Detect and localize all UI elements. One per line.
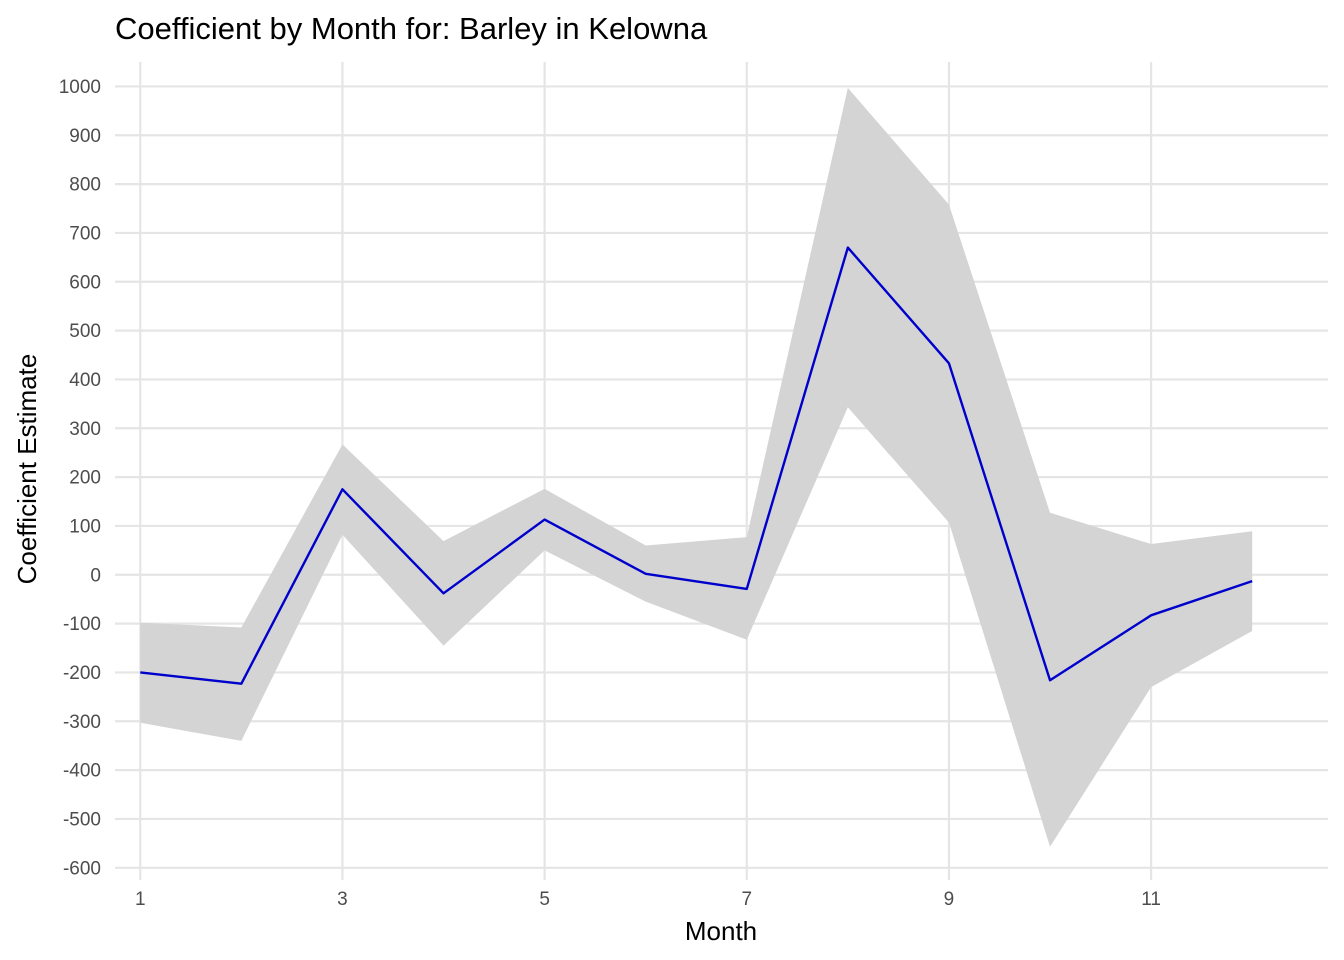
data-point-month-11 (1150, 614, 1152, 616)
y-axis-tick-labels: -600 -500 -400 -300 -200 -100 0 100 200 300 400 500… (59, 77, 101, 879)
data-point-month-1 (139, 671, 141, 673)
y-tick-label-400: 400 (69, 370, 101, 391)
data-point-month-12 (1251, 580, 1253, 582)
data-point-month-3 (341, 488, 343, 490)
y-tick-label-800: 800 (69, 175, 101, 196)
x-tick-label-5: 5 (539, 889, 550, 910)
y-axis-title: Coefficient Estimate (12, 354, 42, 585)
y-tick-label--400: -400 (63, 761, 101, 782)
data-point-month-6 (644, 573, 646, 575)
series-line-layer (140, 246, 1253, 685)
y-gridlines (115, 85, 1328, 869)
x-tick-label-11: 11 (1141, 889, 1161, 910)
y-tick-label-500: 500 (69, 321, 101, 342)
data-point-month-7 (746, 588, 748, 590)
y-tick-label--100: -100 (63, 614, 101, 635)
chart-title: Coefficient by Month for: Barley in Kelo… (115, 11, 708, 46)
y-tick-label-100: 100 (69, 516, 101, 537)
x-tick-label-3: 3 (337, 889, 348, 910)
y-tick-label--500: -500 (63, 809, 101, 830)
data-point-month-9 (948, 362, 950, 364)
y-tick-label-700: 700 (69, 223, 101, 244)
data-point-month-5 (543, 518, 545, 520)
confidence-band-layer (140, 87, 1253, 847)
coefficient-line (140, 246, 1253, 685)
y-tick-label-1000: 1000 (59, 77, 101, 98)
x-tick-label-7: 7 (741, 889, 752, 910)
data-point-month-8 (847, 246, 849, 248)
y-tick-label-0: 0 (90, 565, 101, 586)
y-tick-label--300: -300 (63, 712, 101, 733)
y-tick-label--200: -200 (63, 663, 101, 684)
data-point-month-2 (240, 682, 242, 684)
y-tick-label-200: 200 (69, 468, 101, 489)
confidence-band (140, 87, 1253, 847)
data-point-month-4 (442, 592, 444, 594)
y-tick-label-300: 300 (69, 419, 101, 440)
x-axis-tick-labels: 1 3 5 7 9 11 (135, 889, 1161, 910)
x-tick-label-9: 9 (944, 889, 955, 910)
y-tick-label--600: -600 (63, 858, 101, 879)
y-tick-label-600: 600 (69, 272, 101, 293)
y-tick-label-900: 900 (69, 126, 101, 147)
x-axis-title: Month (685, 916, 757, 946)
x-tick-label-1: 1 (135, 889, 146, 910)
data-point-month-10 (1049, 679, 1051, 681)
